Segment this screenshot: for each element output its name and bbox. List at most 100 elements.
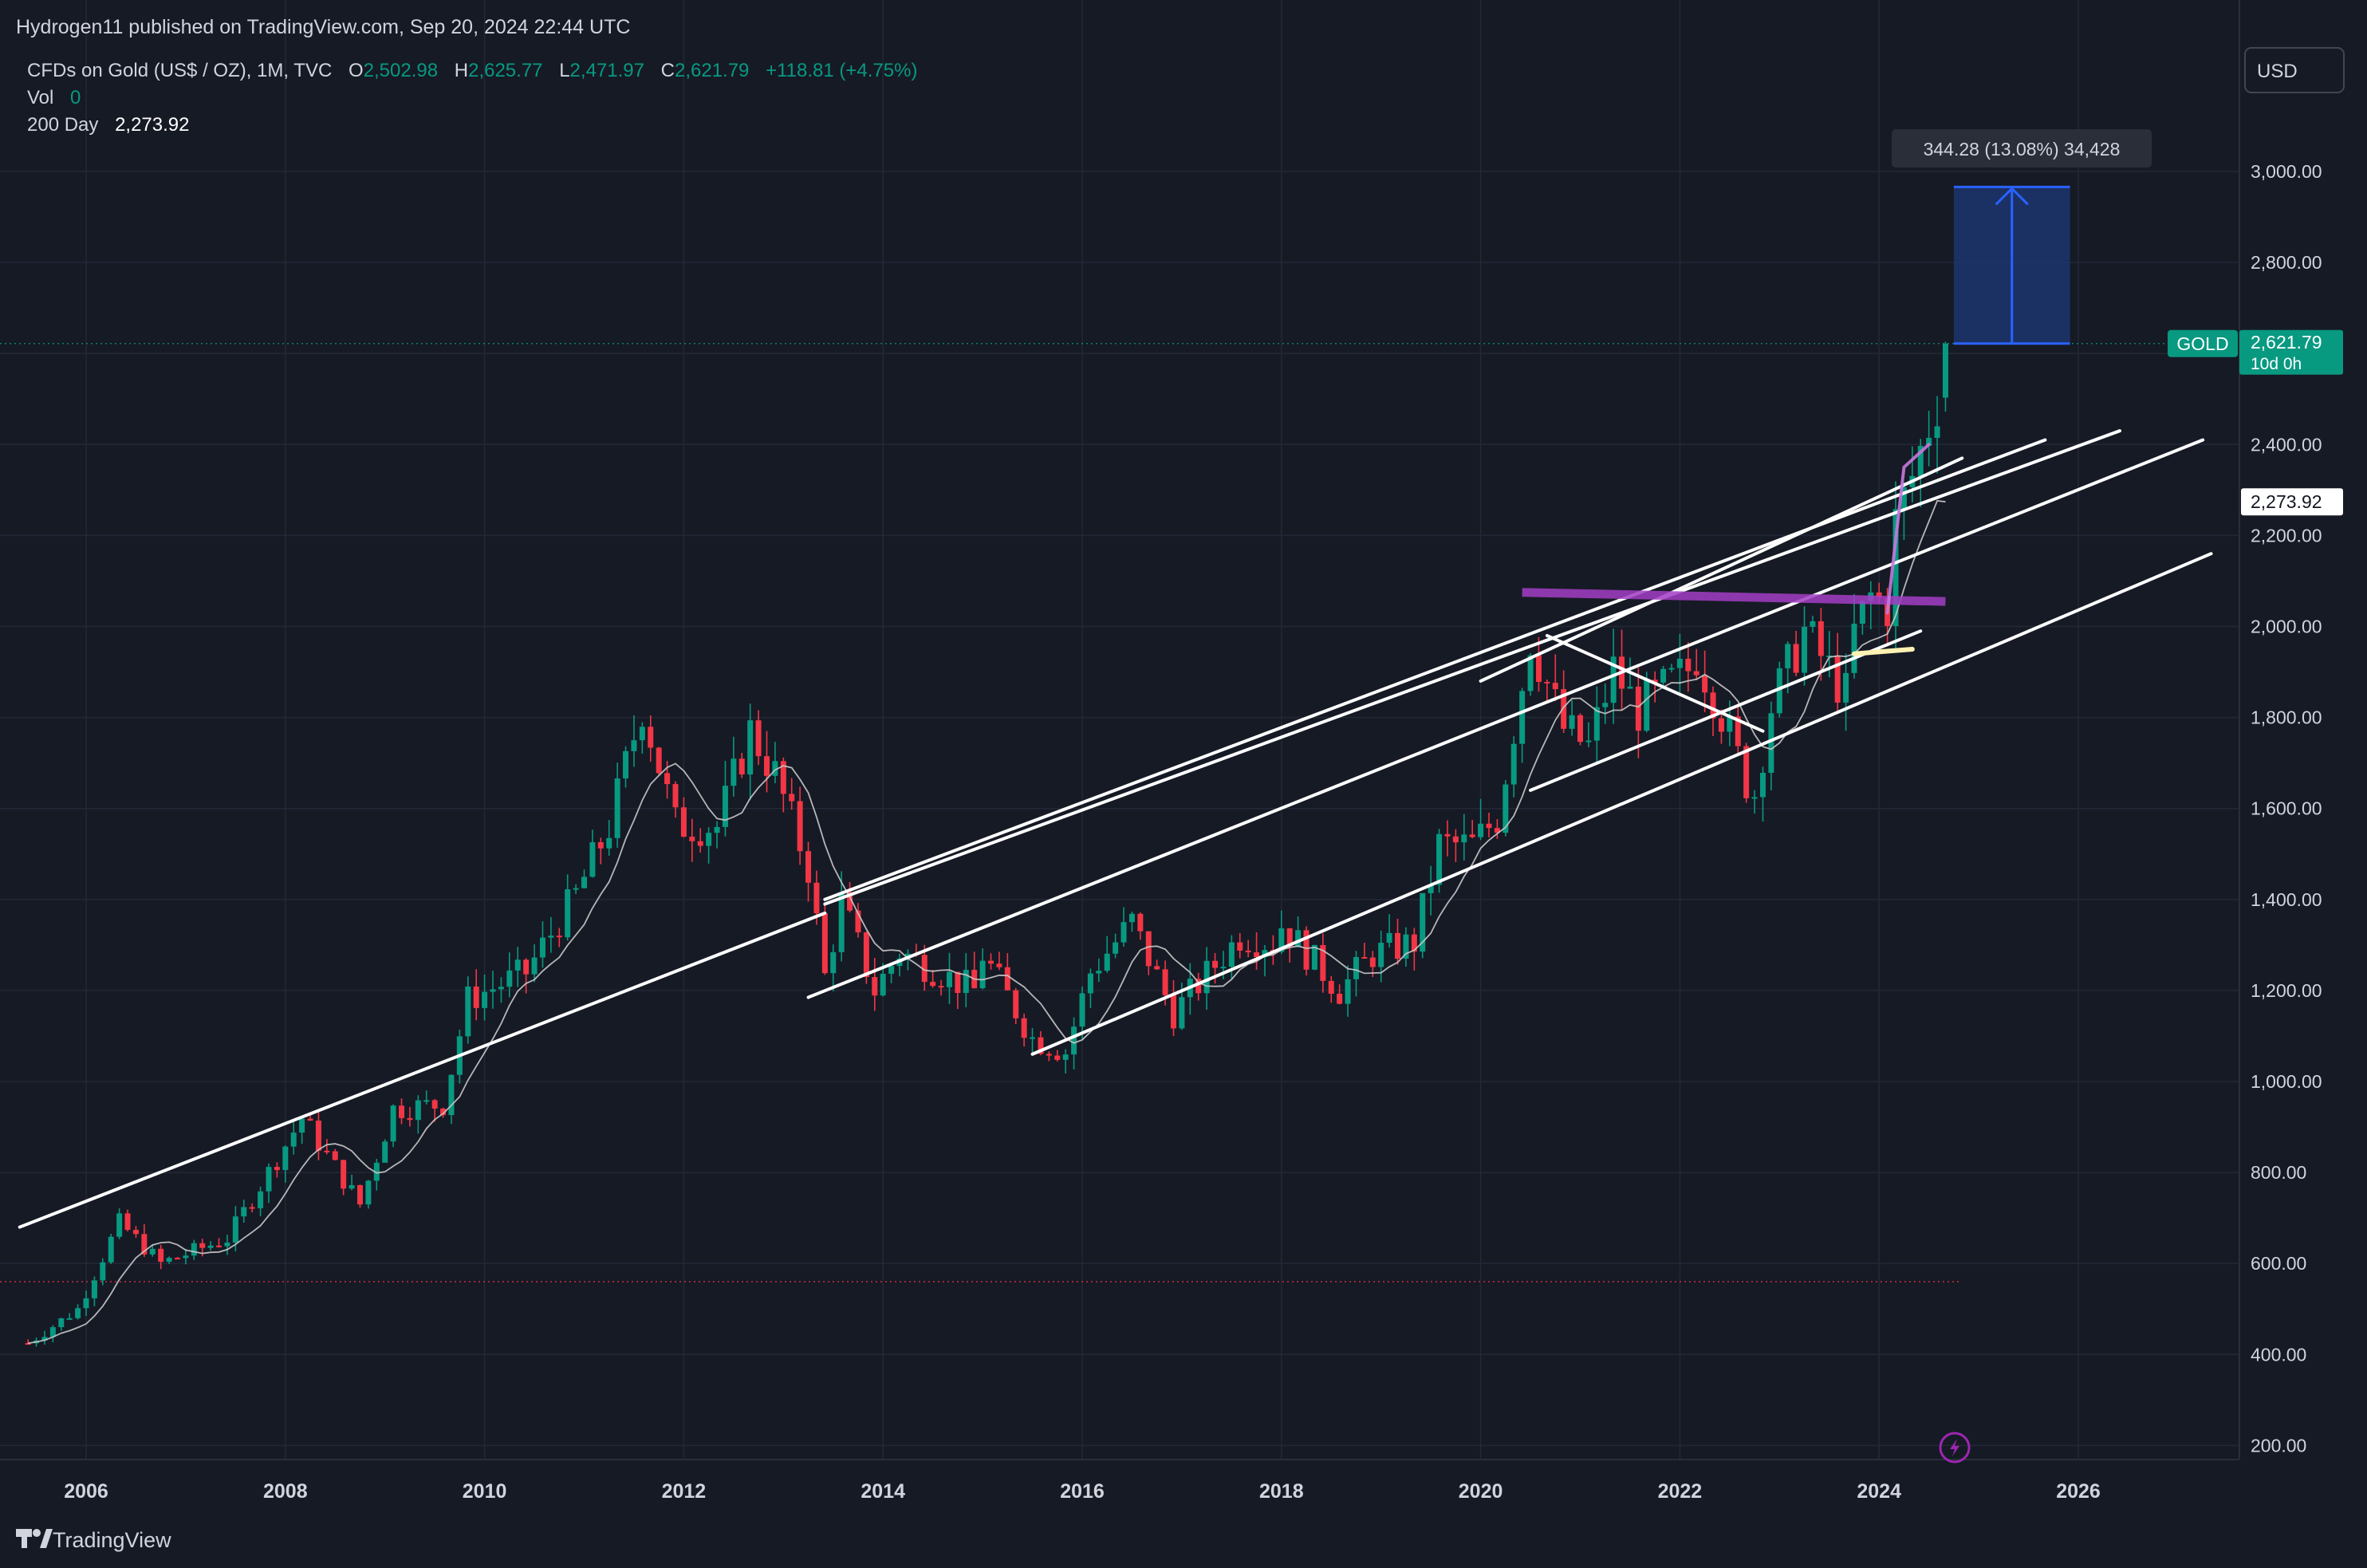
time-tick-label: 2016 bbox=[1060, 1480, 1105, 1503]
candle-up bbox=[1676, 658, 1683, 668]
candle-down bbox=[407, 1117, 413, 1121]
ma-tag-box bbox=[2241, 488, 2343, 516]
candle-down bbox=[1137, 913, 1144, 932]
ohlc-legend[interactable]: CFDs on Gold (US$ / OZ), 1M, TVC O2,502.… bbox=[27, 60, 917, 81]
candle-up bbox=[706, 833, 712, 846]
candle-up bbox=[83, 1298, 89, 1309]
candle-up bbox=[1892, 509, 1899, 627]
candle-down bbox=[1535, 655, 1542, 682]
price-tick-label: 1,800.00 bbox=[2251, 707, 2322, 728]
candle-down bbox=[440, 1109, 447, 1116]
currency-button-label: USD bbox=[2257, 61, 2298, 82]
candle-up bbox=[1428, 884, 1434, 893]
price-tag-box bbox=[2239, 329, 2343, 375]
tradingview-logo[interactable]: TradingView bbox=[16, 1528, 171, 1552]
candle-down bbox=[1195, 979, 1202, 994]
candle-down bbox=[1743, 746, 1750, 798]
trendline bbox=[1479, 456, 1964, 683]
current-price-tag: GOLD 2,621.79 10d 0h bbox=[2168, 329, 2343, 375]
candle-up bbox=[514, 959, 521, 971]
candle-up bbox=[1519, 691, 1526, 744]
measure-arrow-head bbox=[1995, 187, 2029, 206]
candle-down bbox=[1561, 689, 1567, 729]
price-tick-label: 1,400.00 bbox=[2251, 889, 2322, 910]
candle-down bbox=[1411, 934, 1417, 952]
candle-up bbox=[539, 937, 545, 958]
horizontal-levels bbox=[0, 343, 2239, 1282]
candle-down bbox=[780, 761, 786, 794]
candle-up bbox=[623, 751, 629, 779]
open-label: O bbox=[349, 60, 364, 81]
price-tick-label: 800.00 bbox=[2251, 1162, 2306, 1183]
candle-down bbox=[1552, 683, 1558, 690]
measure-tooltip-text: 344.28 (13.08%) 34,428 bbox=[1924, 139, 2121, 160]
price-axis[interactable]: 3,000.002,800.002,600.002,400.002,200.00… bbox=[2251, 161, 2322, 1456]
candle-up bbox=[1668, 668, 1675, 670]
candle-up bbox=[714, 826, 720, 833]
candle-up bbox=[1386, 932, 1392, 944]
candle-up bbox=[1378, 943, 1384, 967]
candle-up bbox=[1644, 680, 1650, 731]
time-tick-label: 2008 bbox=[263, 1480, 308, 1503]
candle-down bbox=[274, 1167, 280, 1170]
currency-button-frame bbox=[2244, 47, 2345, 93]
candle-down bbox=[697, 841, 703, 846]
candle-down bbox=[1486, 823, 1492, 829]
candle-down bbox=[473, 986, 479, 1008]
candle-up bbox=[1802, 626, 1808, 673]
time-tick-label: 2026 bbox=[2056, 1480, 2101, 1503]
candle-up bbox=[1527, 655, 1534, 691]
candle-down bbox=[1154, 966, 1160, 970]
candle-up bbox=[1900, 487, 1907, 510]
candle-up bbox=[1087, 973, 1093, 994]
candle-down bbox=[307, 1118, 313, 1121]
candle-down bbox=[315, 1121, 321, 1151]
candle-down bbox=[755, 720, 762, 757]
candle-up bbox=[191, 1243, 197, 1256]
candle-down bbox=[1245, 950, 1251, 953]
candle-up bbox=[1727, 716, 1733, 732]
currency-button[interactable]: USD bbox=[2244, 47, 2345, 93]
candle-down bbox=[1710, 692, 1716, 719]
candle-down bbox=[1876, 592, 1882, 598]
candle-down bbox=[1818, 621, 1824, 656]
lightning-icon[interactable] bbox=[1939, 1432, 1971, 1464]
candle-up bbox=[75, 1308, 81, 1318]
candle-down bbox=[996, 963, 1002, 967]
candle-down bbox=[672, 784, 679, 808]
candle-up bbox=[41, 1337, 48, 1341]
candle-up bbox=[66, 1318, 73, 1320]
trendline bbox=[1529, 629, 1923, 792]
candle-down bbox=[1577, 715, 1583, 743]
candle-down bbox=[1303, 930, 1310, 970]
candle-down bbox=[1793, 644, 1799, 673]
price-tick-label: 200.00 bbox=[2251, 1435, 2306, 1456]
candle-up bbox=[58, 1318, 65, 1328]
candle-up bbox=[373, 1162, 380, 1181]
candle-up bbox=[1503, 784, 1509, 833]
ma-tag-value: 2,273.92 bbox=[2251, 491, 2322, 512]
candle-up bbox=[166, 1258, 172, 1263]
candle-down bbox=[158, 1248, 164, 1263]
candle-up bbox=[49, 1327, 56, 1338]
time-axis[interactable]: 2006 2008 2010 2012 2014 2016 2018 2020 2022 2024… bbox=[64, 1480, 2101, 1503]
candle-up bbox=[1436, 833, 1443, 885]
drawings[interactable] bbox=[18, 185, 2213, 1229]
candle-up bbox=[1851, 624, 1857, 673]
candle-down bbox=[1834, 655, 1841, 703]
candle-up bbox=[979, 960, 986, 989]
candle-up bbox=[1593, 707, 1600, 741]
candle-down bbox=[680, 807, 687, 837]
price-tick-label: 400.00 bbox=[2251, 1344, 2306, 1365]
volume-legend[interactable]: Vol 0 bbox=[27, 87, 81, 108]
candle-up bbox=[423, 1100, 430, 1102]
candle-up bbox=[1278, 928, 1285, 952]
candle-down bbox=[1444, 833, 1451, 837]
resistance-zone bbox=[1522, 588, 1946, 606]
moving-average-layer bbox=[27, 499, 1946, 1345]
ma-legend[interactable]: 200 Day 2,273.92 bbox=[27, 114, 189, 136]
candle-down bbox=[1494, 828, 1500, 833]
candle-up bbox=[365, 1180, 372, 1205]
candle-down bbox=[1013, 990, 1019, 1018]
